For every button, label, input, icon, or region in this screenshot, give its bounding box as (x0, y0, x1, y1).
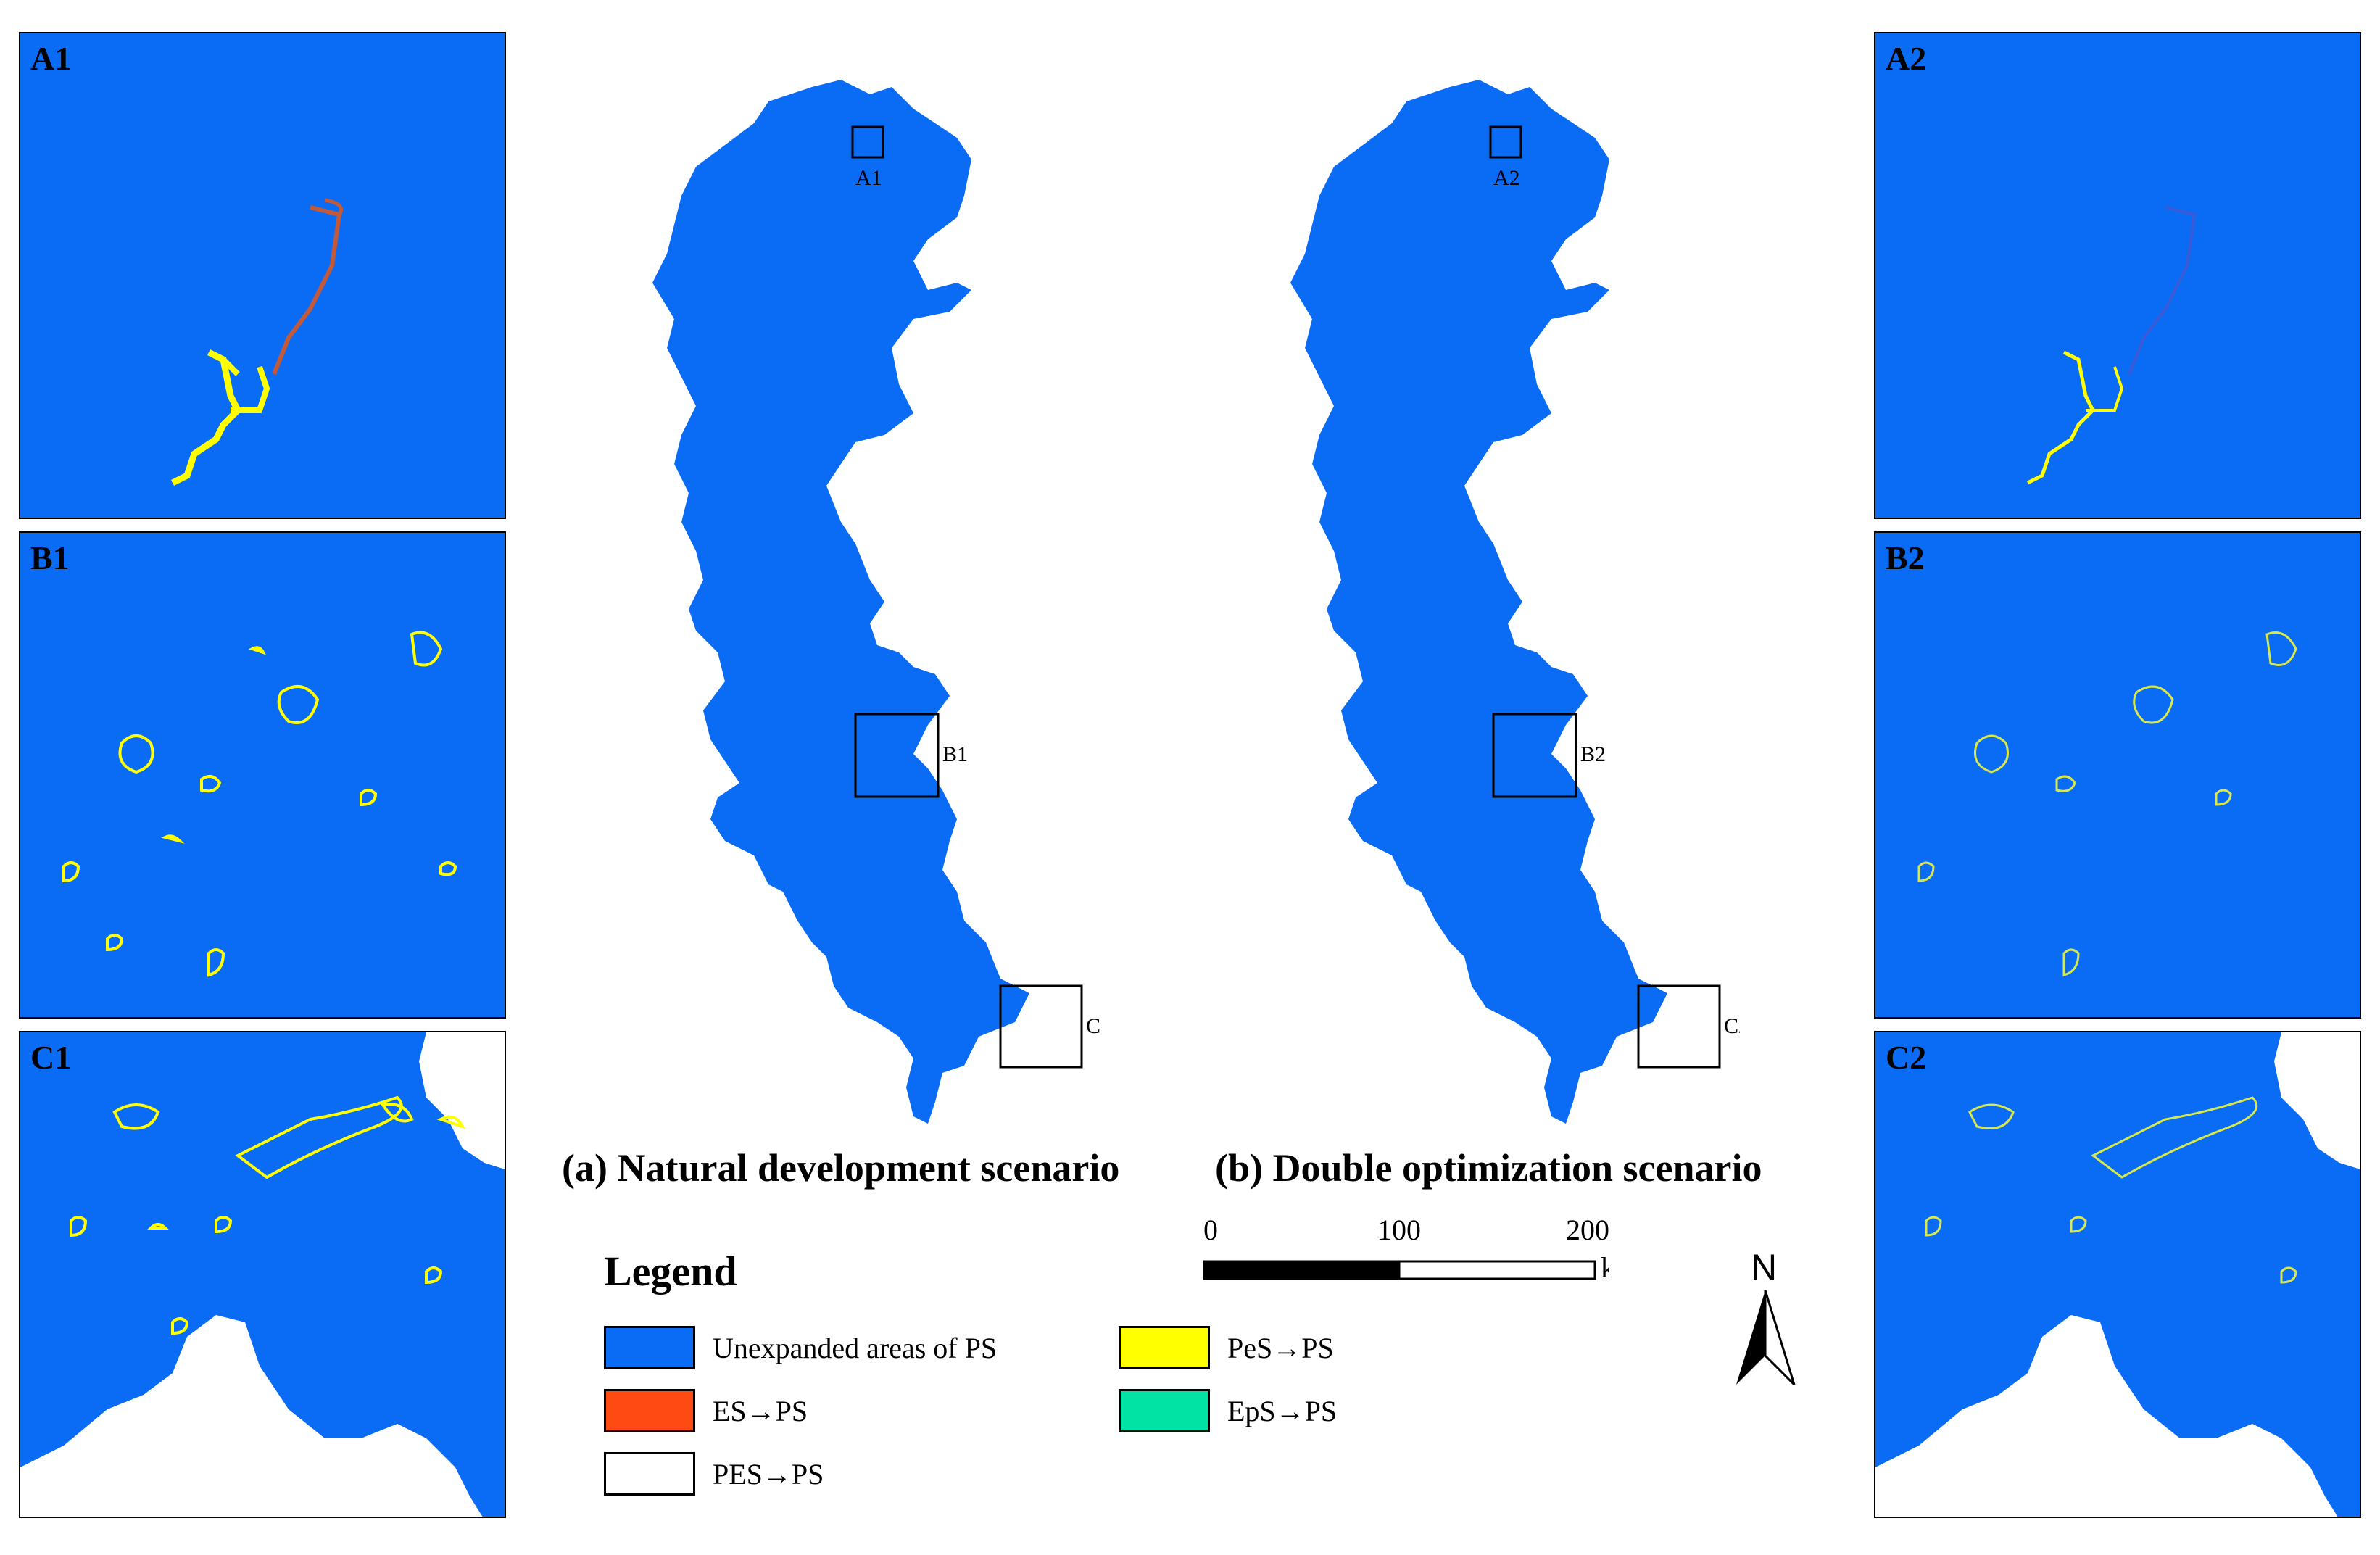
main-map-a: A1 B1 C1 (652, 80, 1102, 1124)
box-label-b1: B1 (942, 742, 968, 766)
legend-label: EpS→PS (1227, 1394, 1338, 1427)
legend-label: PES→PS (713, 1457, 824, 1490)
north-arrow-icon: N (1736, 1247, 1796, 1386)
legend-item-pes-ps: PES→PS (604, 1452, 824, 1496)
legend-swatch (604, 1389, 695, 1432)
inset-label: C1 (30, 1039, 72, 1076)
inset-c2: C2 (1874, 1031, 2361, 1518)
scale-tick-200: 200 (1566, 1214, 1609, 1246)
box-label-a2: A2 (1493, 166, 1520, 190)
inset-c1: C1 (19, 1031, 506, 1518)
box-label-c1: C1 (1086, 1014, 1102, 1038)
inset-label: A2 (1886, 40, 1927, 77)
north-label: N (1751, 1247, 1777, 1287)
legend-label: ES→PS (713, 1394, 808, 1427)
inset-b1: B1 (19, 531, 506, 1019)
legend-item-unexpanded: Unexpanded areas of PS (604, 1326, 997, 1369)
inset-b2-graphic (1917, 631, 2297, 976)
scale-unit: km (1601, 1251, 1609, 1284)
inset-a2: A2 (1874, 32, 2361, 519)
region-shape (652, 80, 1029, 1124)
inset-c1-graphic (20, 1032, 505, 1517)
inset-label: A1 (30, 40, 72, 77)
inset-a2-graphic (2026, 206, 2197, 485)
box-label-b2: B2 (1580, 742, 1606, 766)
scale-tick-0: 0 (1203, 1214, 1218, 1246)
legend-label: Unexpanded areas of PS (713, 1331, 998, 1364)
inset-label: B2 (1886, 539, 1925, 576)
caption-natural-development: (a) Natural development scenario (562, 1146, 1120, 1190)
inset-label: C2 (1886, 1039, 1927, 1076)
legend-swatch (604, 1326, 695, 1369)
legend-swatch (604, 1452, 695, 1496)
legend-swatch (1119, 1326, 1210, 1369)
inset-b1-graphic (62, 631, 457, 977)
inset-a1: A1 (19, 32, 506, 519)
caption-double-optimization: (b) Double optimization scenario (1215, 1146, 1762, 1190)
legend-item-pes-ps-yellow: PeS→PS (1119, 1326, 1334, 1369)
legend-item-es-ps: ES→PS (604, 1389, 808, 1432)
scale-tick-100: 100 (1377, 1214, 1421, 1246)
box-label-c2: C2 (1724, 1014, 1740, 1038)
legend-item-eps-ps: EpS→PS (1119, 1389, 1337, 1432)
inset-b2: B2 (1874, 531, 2361, 1019)
legend-label: PeS→PS (1227, 1331, 1334, 1364)
box-label-a1: A1 (855, 166, 882, 190)
main-map-b: A2 B2 C2 (1290, 80, 1740, 1124)
inset-a1-graphic (170, 198, 343, 486)
inset-label: B1 (30, 539, 70, 576)
scale-bar: 0 100 200 km (1203, 1214, 1609, 1284)
inset-c2-graphic (1875, 1032, 2360, 1517)
region-shape (1290, 80, 1667, 1124)
legend-title: Legend (604, 1248, 737, 1295)
legend-swatch (1119, 1389, 1210, 1432)
